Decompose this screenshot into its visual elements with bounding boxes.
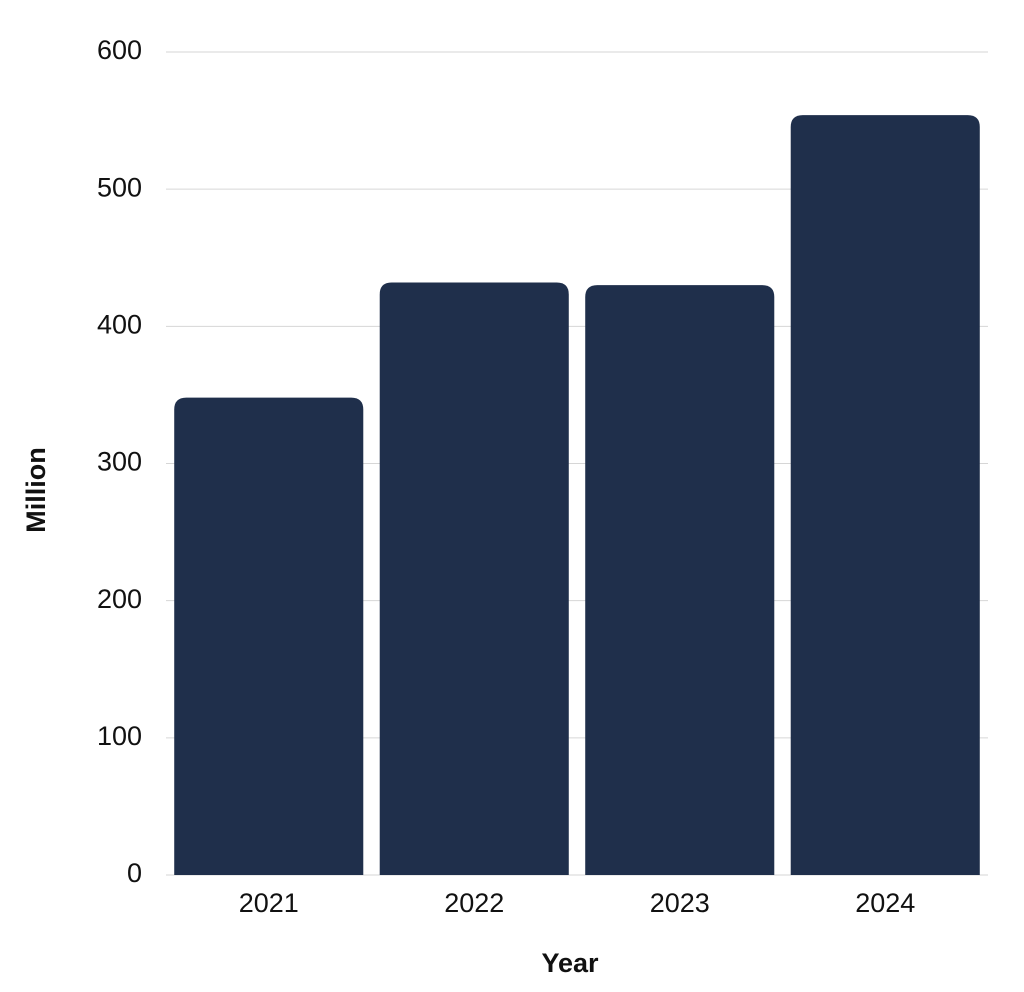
x-axis-title: Year <box>541 948 599 978</box>
y-tick-label: 600 <box>97 35 142 65</box>
y-tick-label: 400 <box>97 309 142 339</box>
bar <box>585 285 775 875</box>
bar <box>174 397 364 875</box>
x-tick-label: 2022 <box>444 888 504 918</box>
x-tick-label: 2024 <box>855 888 915 918</box>
x-tick-label: 2021 <box>239 888 299 918</box>
y-tick-label: 100 <box>97 721 142 751</box>
y-tick-label: 300 <box>97 447 142 477</box>
y-axis-title: Million <box>21 447 51 532</box>
bar <box>379 282 569 875</box>
y-tick-label: 500 <box>97 172 142 202</box>
y-tick-label: 0 <box>127 858 142 888</box>
y-tick-label: 200 <box>97 584 142 614</box>
bar <box>790 115 980 875</box>
x-tick-label: 2023 <box>650 888 710 918</box>
